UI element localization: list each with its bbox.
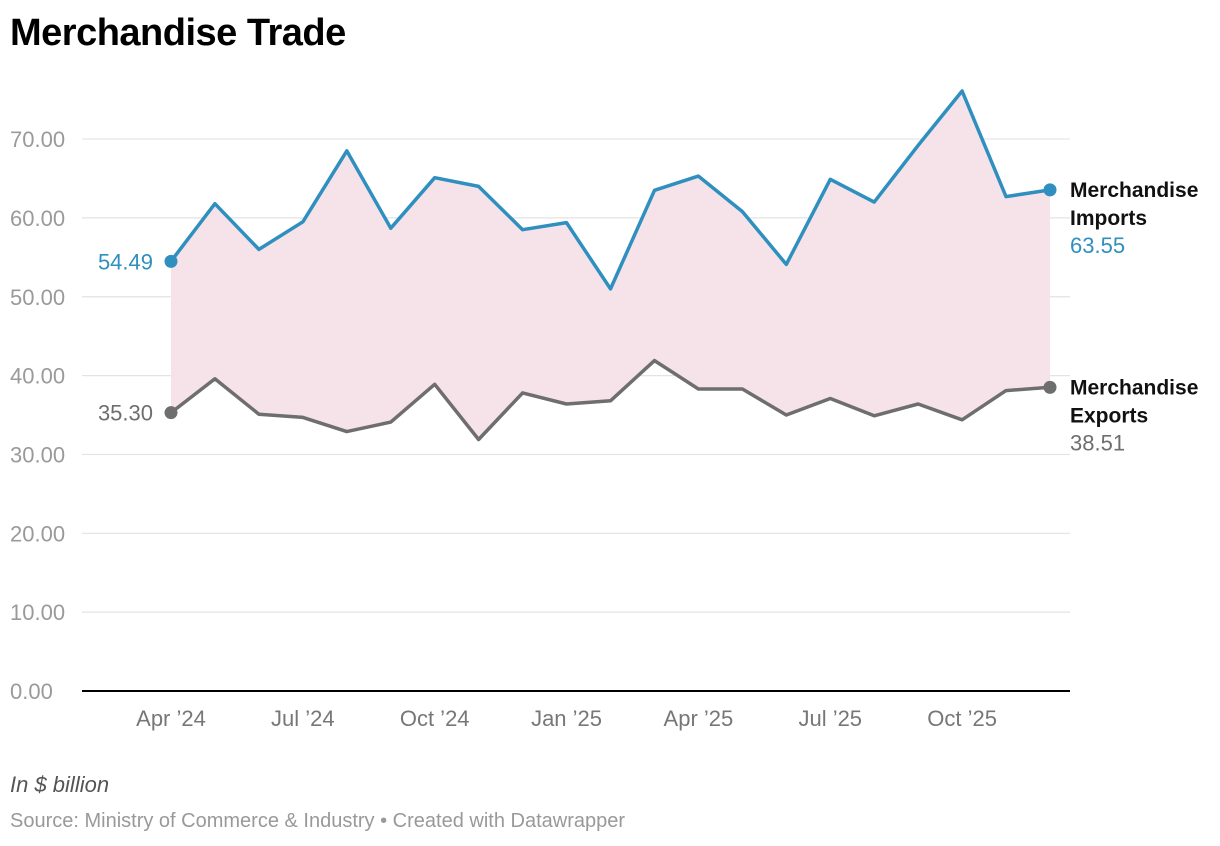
exports-line [169, 358, 1051, 442]
y-tick-label: 30.00 [10, 442, 65, 467]
imports-series-name: Imports [1070, 207, 1147, 230]
y-axis-ticks: 0.00 10.00 20.00 30.00 40.00 50.00 60.00 70.00 [10, 127, 65, 704]
y-tick-label: 0.00 [10, 679, 53, 704]
line-chart: 0.0010.0020.0030.0040.0050.0060.0070.00 … [10, 89, 1198, 731]
imports-end-marker [1043, 183, 1057, 197]
gap-area-fill [171, 91, 1050, 440]
y-tick-label: 20.00 [10, 521, 65, 546]
x-tick-label: Jan ’25 [531, 706, 602, 731]
exports-series-name: Merchandise [1070, 376, 1198, 399]
x-tick-label: Apr ’25 [664, 706, 734, 731]
exports-series-name: Exports [1070, 404, 1148, 427]
chart-title: Merchandise Trade [10, 12, 346, 54]
y-tick-label: 70.00 [10, 127, 65, 152]
x-tick-label: Apr ’24 [136, 706, 206, 731]
y-tick-label: 50.00 [10, 285, 65, 310]
exports-start-marker [164, 406, 178, 420]
exports-end-marker [1043, 380, 1057, 394]
imports-start-marker [164, 254, 178, 268]
exports-start-label: 35.30 [98, 401, 153, 426]
unit-note: In $ billion [10, 772, 110, 797]
x-tick-label: Jul ’24 [271, 706, 335, 731]
endpoint-markers [164, 183, 1057, 420]
y-tick-label: 40.00 [10, 364, 65, 389]
exports-end-label: 38.51 [1070, 430, 1125, 455]
x-axis-ticks: Apr ’24 Jul ’24 Oct ’24 Jan ’25 Apr ’25 Jul ’… [136, 706, 997, 731]
imports-series-name: Merchandise [1070, 179, 1198, 202]
x-tick-label: Oct ’24 [400, 706, 470, 731]
source-line: Source: Ministry of Commerce & Industry … [10, 810, 625, 832]
x-tick-label: Jul ’25 [798, 706, 862, 731]
y-tick-label: 10.00 [10, 600, 65, 625]
series-labels: 54.49 Merchandise Imports 63.55 35.30 Merchan… [98, 179, 1198, 455]
imports-start-label: 54.49 [98, 249, 153, 274]
y-tick-label: 60.00 [10, 206, 65, 231]
x-tick-label: Oct ’25 [927, 706, 997, 731]
imports-end-label: 63.55 [1070, 233, 1125, 258]
imports-line [169, 89, 1051, 291]
